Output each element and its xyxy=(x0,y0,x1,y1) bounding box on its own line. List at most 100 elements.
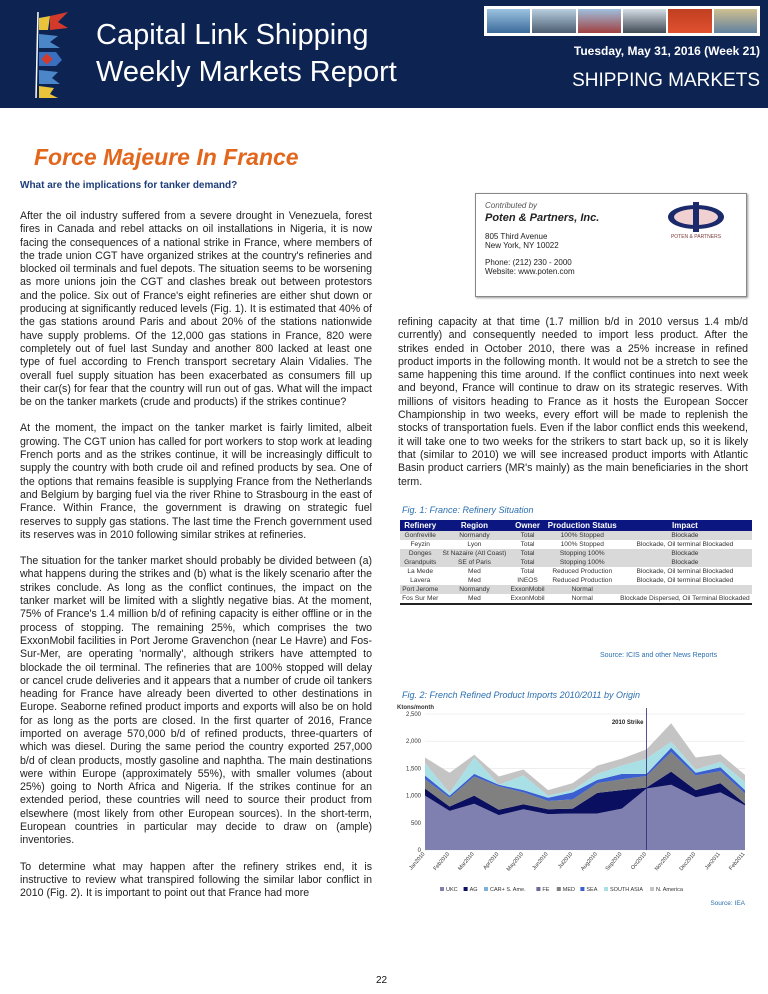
table-cell: Blockade xyxy=(617,531,752,540)
table-cell: Blockade xyxy=(617,549,752,558)
table-cell: Blockade, Oil terminal Blockaded xyxy=(636,568,734,575)
table-cell: Feyzin xyxy=(410,541,430,548)
report-title-line1: Capital Link Shipping xyxy=(96,19,369,51)
legend-entry: UKC xyxy=(446,887,458,893)
right-column: refining capacity at that time (1.7 mill… xyxy=(398,316,748,502)
column-header: Impact xyxy=(617,520,752,531)
legend-entry: SOUTH ASIA xyxy=(610,887,643,893)
phone: Phone: (212) 230 - 2000 xyxy=(485,258,572,267)
paragraph: After the oil industry suffered from a s… xyxy=(20,210,372,409)
left-column: After the oil industry suffered from a s… xyxy=(20,210,372,914)
legend-swatch xyxy=(556,887,561,891)
x-tick-label: Jul2010 xyxy=(557,851,574,870)
y-tick-label: 500 xyxy=(411,821,422,827)
legend-swatch xyxy=(580,887,585,891)
table-cell: Reduced Production xyxy=(552,577,613,584)
report-header: Capital Link Shipping Weekly Markets Rep… xyxy=(0,0,768,108)
table-cell: Total xyxy=(520,541,535,548)
fig2-title: Fig. 2: French Refined Product Imports 2… xyxy=(402,690,640,700)
table-cell: Blockade xyxy=(617,558,752,567)
legend-swatch xyxy=(604,887,608,891)
column-header: Owner xyxy=(508,520,547,531)
x-tick-label: Feb2011 xyxy=(728,851,746,871)
section-label: SHIPPING MARKETS xyxy=(572,70,760,91)
report-title-line2: Weekly Markets Report xyxy=(96,56,397,88)
paragraph: To determine what may happen after the r… xyxy=(20,860,372,900)
page-number: 22 xyxy=(376,975,388,986)
table-row: Donges St Nazaire (Atl Coast) Total Stoppin… xyxy=(400,549,752,558)
area-series-sea xyxy=(425,747,745,802)
y-tick-label: 1,000 xyxy=(406,794,422,800)
legend-entry: CAR+ S. Ame. xyxy=(490,887,526,893)
contributor-box: Contributed by Poten & Partners, Inc. 80… xyxy=(475,193,747,297)
address-line2: New York, NY 10022 xyxy=(485,241,559,250)
table-cell: Normandy xyxy=(440,585,509,594)
table-row: Grandpuits SE of Paris Total Stopping 100% B… xyxy=(400,558,752,567)
table-row: Lavera Med INEOS Reduced Production Blockade… xyxy=(400,576,752,585)
table-cell: Reduced Production xyxy=(552,568,613,575)
table-cell: Med xyxy=(468,568,481,575)
table-cell xyxy=(617,585,752,594)
column-header: Production Status xyxy=(546,520,618,531)
table-cell: Normal xyxy=(571,595,593,602)
x-tick-label: Jun2010 xyxy=(531,851,549,871)
legend-entry: MED xyxy=(563,887,575,893)
legend-swatch xyxy=(440,887,444,891)
paragraph: refining capacity at that time (1.7 mill… xyxy=(398,316,748,488)
table-cell: Lavera xyxy=(410,577,431,584)
area-series-ukc xyxy=(425,784,745,850)
table-cell: Blockade Dispersed, Oil Terminal Blockad… xyxy=(620,595,750,602)
website[interactable]: Website: www.poten.com xyxy=(485,267,575,276)
fig1-title: Fig. 1: France: Refinery Situation xyxy=(402,505,534,515)
table-row: Fos Sur Mer Med ExxonMobil Normal Blockade D… xyxy=(400,594,752,604)
table-cell: Normal xyxy=(546,585,618,594)
table-cell: Grandpuits xyxy=(400,558,441,567)
poten-logo: POTEN & PARTNERS xyxy=(656,202,736,240)
table-cell: Normandy xyxy=(440,531,509,540)
contributor-name: Poten & Partners, Inc. xyxy=(485,212,600,224)
legend-swatch xyxy=(650,887,654,891)
table-row: Gonfreville Normandy Total 100% Stopped Bloc… xyxy=(400,531,752,540)
table-cell: Stopping 100% xyxy=(546,549,618,558)
contributed-by-label: Contributed by xyxy=(485,201,538,210)
area-series-south-asia xyxy=(425,741,745,798)
table-cell: ExxonMobil xyxy=(508,585,547,594)
column-header: Region xyxy=(440,520,509,531)
table-row: Feyzin Lyon Total 100% Stopped Blockade, Oil… xyxy=(400,540,752,549)
table-cell: INEOS xyxy=(517,577,538,584)
x-tick-label: Aug2010 xyxy=(580,851,599,872)
y-tick-label: 1,500 xyxy=(406,766,422,772)
table-row: Port Jerome Normandy ExxonMobil Normal xyxy=(400,585,752,594)
legend-entry: AG xyxy=(470,887,478,893)
report-date: Tuesday, May 31, 2016 (Week 21) xyxy=(573,44,760,58)
paragraph: The situation for the tanker market shou… xyxy=(20,555,372,847)
x-tick-label: Dec2010 xyxy=(679,851,698,872)
x-tick-label: Apr2010 xyxy=(482,851,500,871)
table-cell: Total xyxy=(508,558,547,567)
article-subtitle: What are the implications for tanker dem… xyxy=(20,180,238,191)
table-cell: Total xyxy=(520,568,535,575)
x-tick-label: May2010 xyxy=(506,851,525,872)
article-title: Force Majeure In France xyxy=(34,144,299,170)
legend-entry: SEA xyxy=(586,887,597,893)
flags-logo xyxy=(35,11,68,99)
table-cell: Donges xyxy=(400,549,441,558)
area-series-n-america xyxy=(425,723,745,796)
legend-swatch xyxy=(484,887,488,891)
x-tick-label: Mar2010 xyxy=(457,851,476,871)
table-cell: Total xyxy=(508,549,547,558)
x-tick-label: Jan2010 xyxy=(408,851,426,871)
fig1-source: Source: ICIS and other News Reports xyxy=(600,652,718,659)
x-tick-label: Nov2010 xyxy=(654,851,673,872)
table-cell: Blockade, Oil terminal Blockaded xyxy=(636,541,734,548)
legend-entry: N. America xyxy=(656,887,684,893)
table-cell: Med xyxy=(468,595,481,602)
legend-swatch xyxy=(536,887,541,891)
legend-entry: FE xyxy=(542,887,549,893)
y-tick-label: 2,000 xyxy=(406,739,422,745)
area-series-med xyxy=(425,752,745,810)
x-tick-label: Sep2010 xyxy=(605,851,624,872)
legend-swatch xyxy=(463,887,468,891)
fig2-source: Source: IEA xyxy=(710,900,745,905)
column-header: Refinery xyxy=(400,520,441,531)
